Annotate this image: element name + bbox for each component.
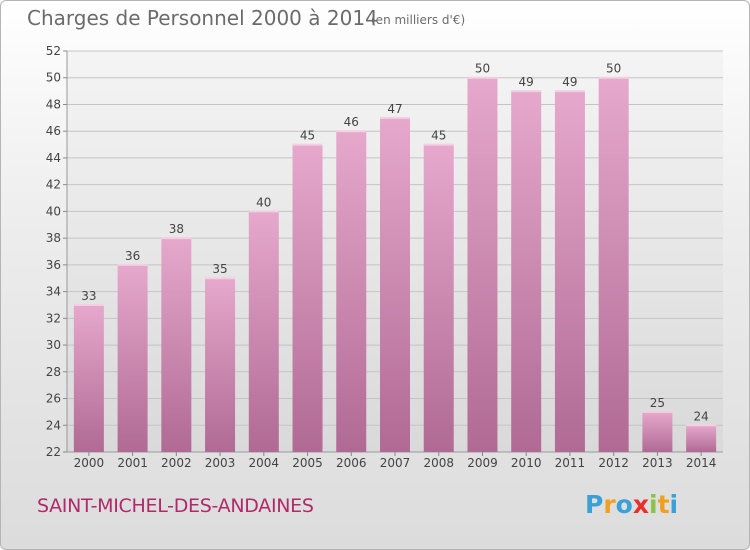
chart-subtitle: (en milliers d'€) [371, 13, 466, 27]
y-tick-label: 34 [46, 285, 61, 299]
bar [161, 238, 192, 452]
bar [248, 211, 279, 452]
logo-letter: x [632, 490, 649, 519]
y-tick-label: 42 [46, 178, 61, 192]
data-label: 35 [212, 262, 227, 276]
logo-letter: o [615, 490, 633, 519]
x-tick-label: 2000 [74, 456, 105, 470]
x-tick-label: 2014 [686, 456, 717, 470]
x-tick-label: 2001 [117, 456, 148, 470]
data-label: 24 [693, 409, 708, 423]
bar [686, 425, 717, 452]
bar [598, 77, 629, 452]
data-label: 50 [475, 62, 490, 76]
y-tick-label: 48 [46, 97, 61, 111]
y-tick-label: 24 [46, 418, 61, 432]
x-tick-label: 2013 [642, 456, 673, 470]
x-tick-label: 2003 [205, 456, 236, 470]
bar [554, 91, 585, 452]
bar [380, 117, 410, 452]
y-tick-label: 28 [46, 365, 61, 379]
y-tick-label: 30 [46, 338, 61, 352]
y-tick-label: 36 [46, 258, 61, 272]
data-label: 25 [650, 396, 665, 410]
y-tick-label: 40 [46, 204, 61, 218]
y-tick-label: 38 [46, 231, 61, 245]
bar [467, 77, 498, 452]
data-label: 49 [519, 75, 534, 89]
y-tick-label: 50 [46, 71, 61, 85]
data-label: 47 [387, 102, 402, 116]
x-tick-label: 2007 [380, 456, 411, 470]
data-label: 33 [81, 289, 96, 303]
data-label: 36 [125, 249, 140, 263]
y-tick-label: 22 [46, 445, 61, 459]
bar [292, 144, 323, 453]
y-tick-label: 52 [46, 44, 61, 58]
x-tick-label: 2011 [555, 456, 586, 470]
bar [511, 91, 542, 452]
bar [336, 131, 367, 452]
bar [117, 264, 148, 452]
data-label: 45 [300, 129, 315, 143]
bar [73, 304, 104, 452]
bar [205, 278, 236, 452]
x-tick-label: 2008 [423, 456, 454, 470]
logo-letter: i [649, 490, 658, 519]
y-tick-label: 26 [46, 392, 61, 406]
proxiti-logo[interactable]: Proxiti [585, 490, 678, 519]
x-tick-label: 2004 [249, 456, 280, 470]
x-tick-label: 2010 [511, 456, 542, 470]
logo-letter: t [657, 490, 670, 519]
data-label: 50 [606, 62, 621, 76]
x-tick-label: 2012 [598, 456, 629, 470]
data-label: 40 [256, 195, 271, 209]
place-name: SAINT-MICHEL-DES-ANDAINES [37, 495, 314, 517]
data-label: 45 [431, 129, 446, 143]
bar [423, 144, 454, 453]
logo-letter: i [669, 490, 679, 519]
y-tick-label: 44 [46, 151, 61, 165]
logo-letter: P [585, 490, 604, 519]
bar [642, 411, 673, 452]
x-tick-label: 2005 [292, 456, 323, 470]
logo-letter: r [603, 490, 616, 519]
data-label: 38 [169, 222, 184, 236]
chart-title: Charges de Personnel 2000 à 2014 [27, 6, 378, 30]
data-label: 49 [562, 75, 577, 89]
x-tick-label: 2009 [467, 456, 498, 470]
y-tick-label: 32 [46, 311, 61, 325]
x-tick-label: 2002 [161, 456, 192, 470]
y-tick-label: 46 [46, 124, 61, 138]
x-tick-label: 2006 [336, 456, 367, 470]
data-label: 46 [344, 115, 359, 129]
